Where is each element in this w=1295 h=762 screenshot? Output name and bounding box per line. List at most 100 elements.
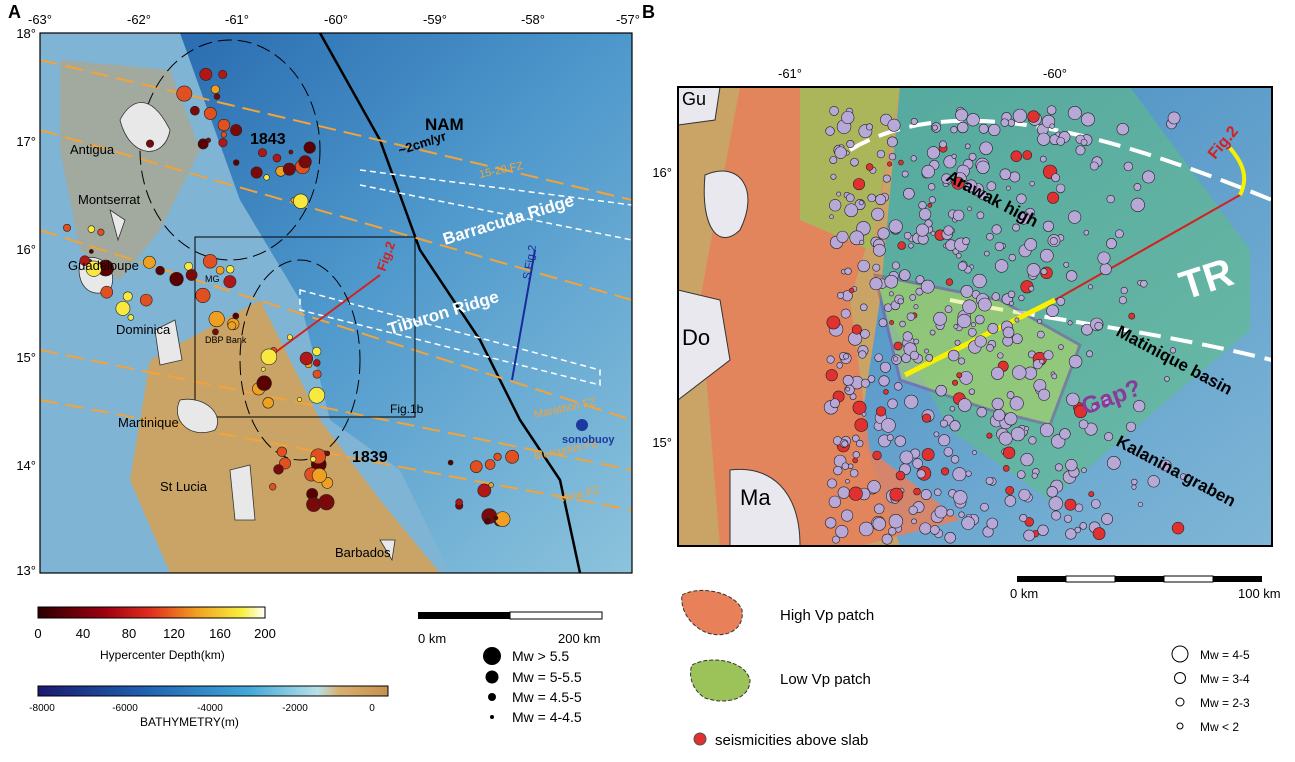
earthquake [939, 435, 950, 446]
earthquake [209, 311, 224, 326]
earthquake [1011, 151, 1022, 162]
earthquake [914, 339, 919, 344]
earthquake [868, 375, 875, 382]
earthquake [944, 226, 954, 236]
earthquake [953, 468, 966, 481]
earthquake [1164, 376, 1169, 381]
earthquake [1107, 195, 1115, 203]
earthquake [993, 409, 1005, 421]
earthquake [837, 292, 843, 298]
earthquake [965, 144, 970, 149]
earthquake [979, 124, 988, 133]
scale-bar [1115, 576, 1164, 582]
earthquake [930, 525, 939, 534]
earthquake [827, 356, 835, 364]
earthquake [919, 201, 927, 209]
earthquake [1088, 285, 1092, 289]
earthquake [1047, 192, 1058, 203]
earthquake [1021, 453, 1034, 466]
earthquake [1008, 291, 1015, 298]
earthquake [829, 106, 838, 115]
earthquake [827, 316, 840, 329]
scale-bar [1017, 576, 1066, 582]
place-label: Antigua [70, 142, 115, 157]
earthquake [946, 279, 953, 286]
earthquake [866, 164, 873, 171]
earthquake [842, 463, 849, 470]
earthquake [1030, 181, 1035, 186]
earthquake [829, 199, 841, 211]
earthquake [900, 321, 906, 327]
earthquake [1121, 287, 1128, 294]
earthquake [986, 477, 993, 484]
earthquake [879, 319, 887, 327]
legend-label: Mw = 2-3 [1200, 696, 1250, 710]
earthquake [1132, 485, 1137, 490]
earthquake [980, 503, 988, 511]
earthquake [841, 309, 850, 318]
earthquake [862, 412, 866, 416]
earthquake [873, 244, 885, 256]
earthquake [859, 522, 873, 536]
bathymetry-tick: -6000 [112, 703, 138, 714]
earthquake [140, 294, 152, 306]
earthquake [186, 269, 197, 280]
earthquake [258, 149, 266, 157]
legend-label: Mw < 2 [1200, 720, 1239, 734]
earthquake [299, 155, 311, 167]
earthquake [911, 156, 917, 162]
earthquake [883, 389, 888, 394]
earthquake [859, 201, 863, 205]
legend-label: Mw = 4.5-5 [512, 689, 582, 705]
earthquake [961, 285, 973, 297]
earthquake [277, 447, 287, 457]
earthquake [837, 231, 848, 242]
earthquake [1066, 459, 1078, 471]
earthquake [1100, 263, 1111, 274]
earthquake [827, 479, 836, 488]
earthquake [1020, 514, 1027, 521]
map-a [40, 33, 632, 573]
earthquake [986, 344, 993, 351]
earthquake [913, 458, 923, 468]
earthquake [1050, 124, 1055, 129]
earthquake [995, 260, 1008, 273]
plate-label: NAM [425, 115, 464, 134]
place-label: Do [682, 325, 710, 350]
earthquake [1131, 479, 1137, 485]
earthquake [1043, 221, 1053, 231]
earthquake [895, 436, 906, 447]
earthquake [900, 451, 913, 464]
earthquake [257, 376, 272, 391]
earthquake [921, 489, 931, 499]
earthquake [313, 370, 321, 378]
earthquake [306, 497, 320, 511]
earthquake [879, 376, 889, 386]
earthquake [909, 243, 914, 248]
earthquake [871, 208, 883, 220]
earthquake [959, 512, 965, 518]
earthquake [1148, 475, 1160, 487]
earthquake [887, 137, 897, 147]
earthquake [924, 349, 928, 353]
earthquake [952, 154, 956, 158]
legend-label: Low Vp patch [780, 671, 871, 688]
earthquake [859, 240, 864, 245]
box-label: Fig.1b [390, 402, 424, 416]
earthquake [919, 209, 931, 221]
earthquake [843, 354, 848, 359]
earthquake [896, 471, 905, 480]
earthquake [89, 249, 93, 253]
earthquake [887, 162, 892, 167]
lat-tick: 15° [652, 435, 672, 450]
earthquake [945, 532, 956, 543]
bathymetry-tick: 0 [369, 703, 375, 714]
earthquake [843, 375, 853, 385]
earthquake [1012, 224, 1019, 231]
earthquake [845, 268, 852, 275]
earthquake [1124, 162, 1133, 171]
earthquake [934, 489, 941, 496]
earthquake [975, 336, 986, 347]
earthquake [972, 451, 976, 455]
earthquake [847, 140, 855, 148]
